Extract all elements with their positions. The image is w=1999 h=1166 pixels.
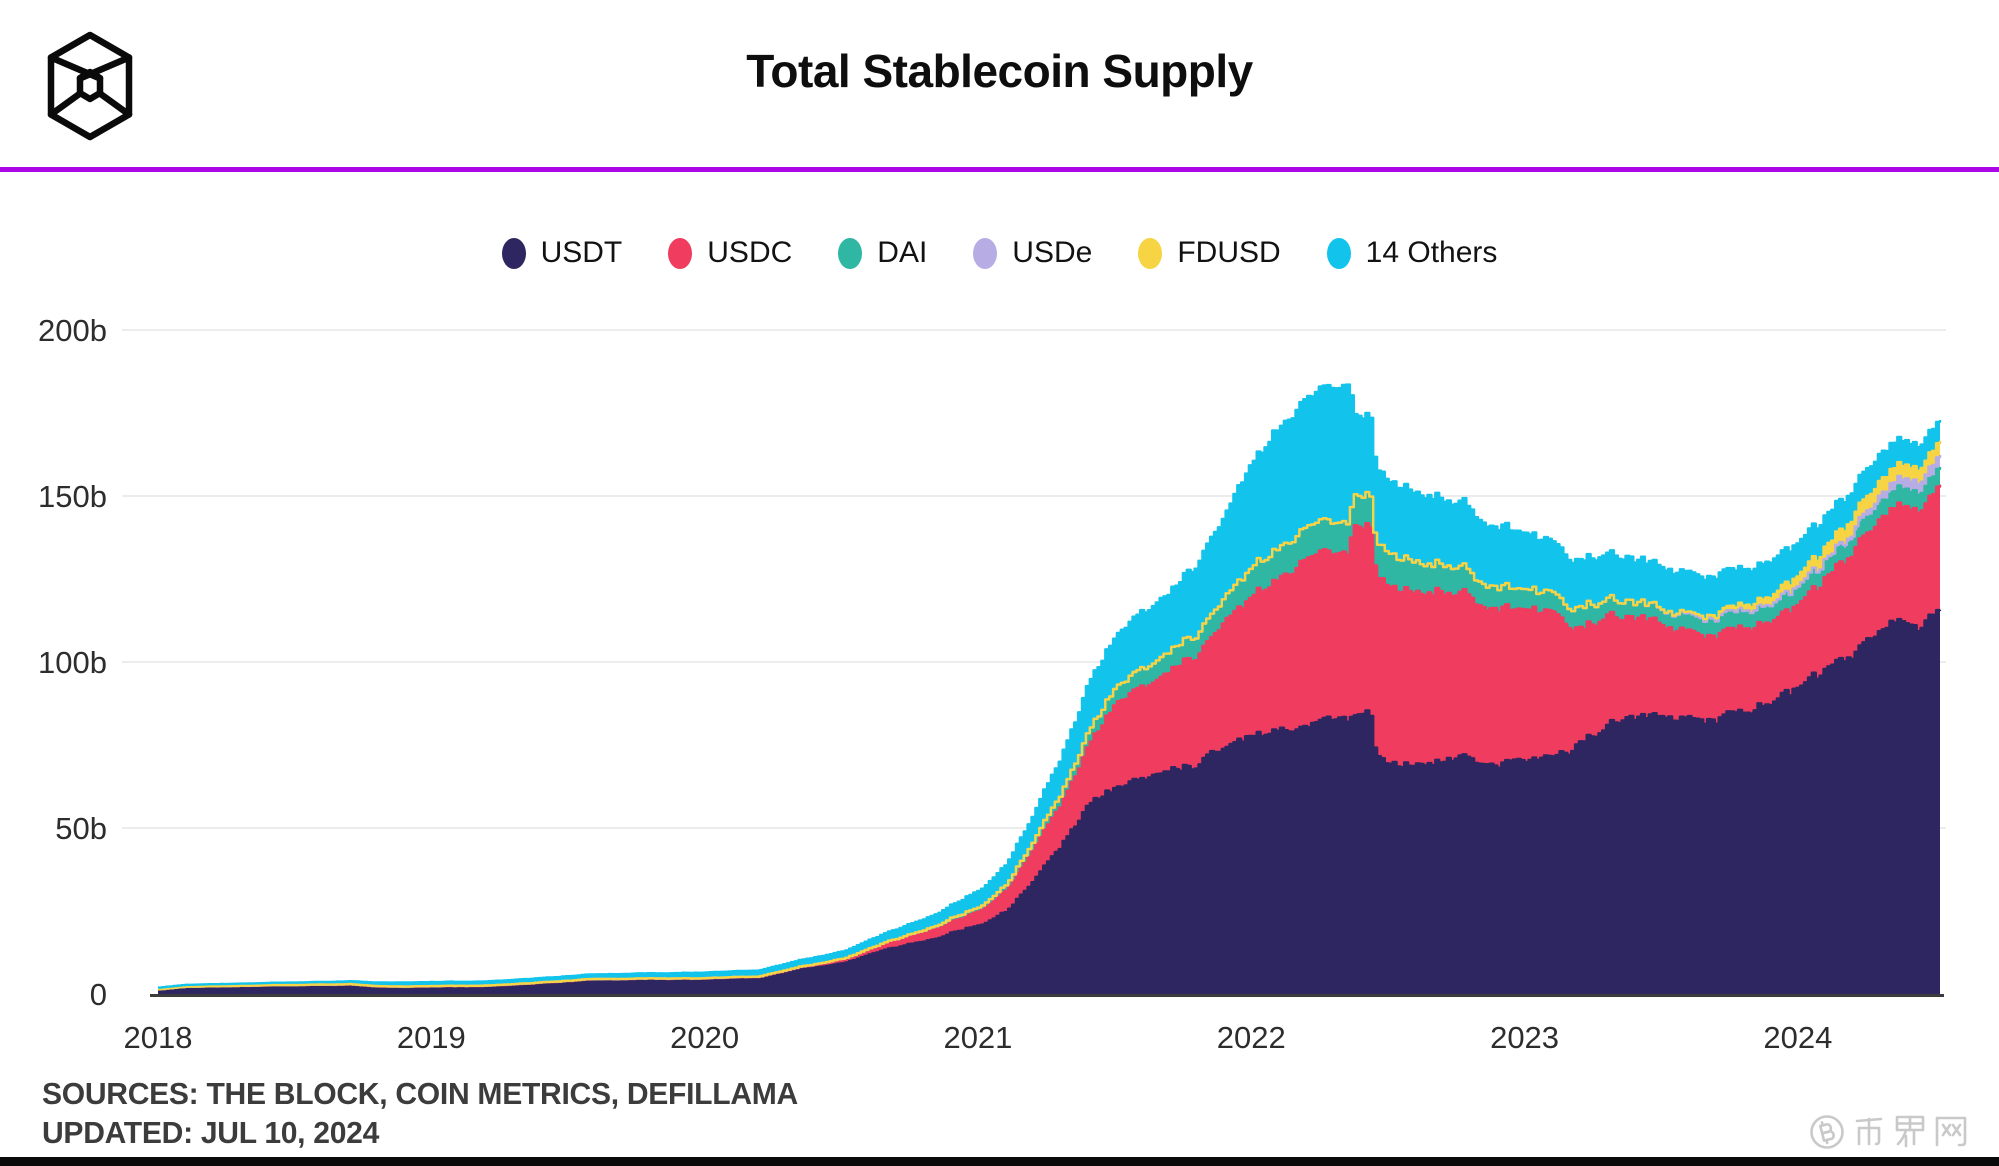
- area-usdt: [158, 609, 1940, 994]
- x-tick-2024: 2024: [1763, 1020, 1832, 1055]
- watermark-char-bi: [1855, 1117, 1883, 1146]
- bitcoin-circle-icon: [1810, 1115, 1844, 1149]
- updated-text: UPDATED: JUL 10, 2024: [42, 1115, 380, 1150]
- legend-swatch-usde: [973, 237, 998, 269]
- legend-item-14-others[interactable]: 14 Others: [1326, 236, 1498, 270]
- the-block-logo-icon: [47, 31, 133, 141]
- legend-swatch-14-others: [1326, 237, 1351, 269]
- chart-legend: USDT USDC DAI USDe FDUSD 14 Others: [0, 236, 1999, 270]
- legend-swatch-fdusd: [1138, 237, 1163, 269]
- header-divider: [0, 167, 1999, 172]
- sources-text: SOURCES: THE BLOCK, COIN METRICS, DEFILL…: [42, 1076, 798, 1111]
- page-title: Total Stablecoin Supply: [746, 45, 1253, 97]
- legend-item-usdt[interactable]: USDT: [501, 236, 623, 270]
- x-tick-2021: 2021: [943, 1020, 1012, 1055]
- x-tick-2019: 2019: [397, 1020, 466, 1055]
- watermark: [1810, 1115, 1967, 1149]
- legend-item-fdusd[interactable]: FDUSD: [1138, 236, 1281, 270]
- bottom-bar: [0, 1157, 1999, 1166]
- y-tick-50b: 50b: [55, 811, 107, 846]
- edge-14-others: [158, 383, 1942, 989]
- x-tick-2023: 2023: [1490, 1020, 1559, 1055]
- legend-label-usdc: USDC: [707, 236, 793, 269]
- legend-item-dai[interactable]: DAI: [838, 236, 927, 270]
- legend-swatch-dai: [838, 237, 863, 269]
- x-tick-2020: 2020: [670, 1020, 739, 1055]
- legend-swatch-usdc: [668, 237, 693, 269]
- y-tick-150b: 150b: [38, 479, 107, 514]
- y-tick-0: 0: [90, 977, 107, 1012]
- watermark-char-jie: [1895, 1115, 1925, 1148]
- legend-label-14-others: 14 Others: [1365, 236, 1498, 269]
- footer-credits: SOURCES: THE BLOCK, COIN METRICS, DEFILL…: [42, 1074, 798, 1152]
- legend-label-usdt: USDT: [540, 236, 623, 269]
- legend-item-usde[interactable]: USDe: [973, 236, 1092, 270]
- x-tick-2018: 2018: [124, 1020, 193, 1055]
- y-tick-200b: 200b: [38, 313, 107, 348]
- legend-label-dai: DAI: [877, 236, 928, 269]
- x-tick-2022: 2022: [1217, 1020, 1286, 1055]
- legend-label-usde: USDe: [1012, 236, 1093, 269]
- legend-swatch-usdt: [501, 237, 526, 269]
- legend-label-fdusd: FDUSD: [1177, 236, 1281, 269]
- edge-fdusd: [158, 440, 1942, 991]
- watermark-char-wang: [1935, 1116, 1967, 1147]
- legend-item-usdc[interactable]: USDC: [668, 236, 792, 270]
- y-tick-100b: 100b: [38, 645, 107, 680]
